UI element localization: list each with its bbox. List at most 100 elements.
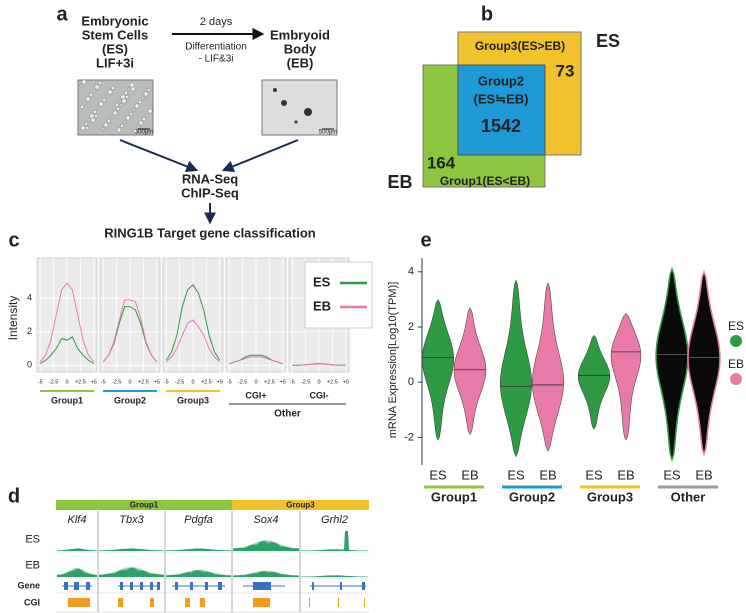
exon: [140, 582, 143, 590]
track-label: EB: [25, 559, 40, 571]
signal-track: [233, 539, 299, 551]
venn-overlap: [457, 64, 546, 156]
x-tick-label: +2.5: [201, 379, 212, 385]
gene-name: Grhl2: [321, 514, 348, 526]
y-tick-label: 0: [408, 376, 414, 388]
category-label: EB: [539, 467, 556, 482]
cell: [78, 80, 82, 84]
y-axis-label: mRNA Expression[Log10(TPM)]: [387, 282, 399, 439]
cell: [88, 122, 92, 126]
exon: [205, 582, 208, 590]
facet-label: Group2: [114, 395, 146, 405]
cell: [130, 86, 136, 92]
cell: [94, 114, 98, 118]
cell: [129, 82, 135, 88]
cell: [103, 122, 109, 128]
exon: [157, 582, 160, 590]
cell: [143, 91, 149, 97]
cell: [128, 91, 132, 95]
gene-name: Sox4: [253, 514, 278, 526]
cell: [98, 81, 102, 85]
x-tick-label: +5: [154, 379, 160, 385]
group-header-label: Group3: [286, 501, 315, 510]
cell: [125, 95, 129, 99]
x-tick-label: 0: [317, 379, 320, 385]
cell: [138, 120, 144, 126]
cgi: [338, 598, 339, 607]
category-label: EB: [695, 467, 712, 482]
cell: [98, 101, 104, 107]
eb-title: (EB): [287, 55, 314, 70]
x-tick-label: +5: [343, 379, 349, 385]
cell: [145, 113, 149, 117]
x-tick-label: +2.5: [327, 379, 338, 385]
x-tick-label: +2.5: [75, 379, 86, 385]
profile-line: [39, 282, 95, 363]
x-tick-label: -2.5: [238, 379, 247, 385]
violin: [577, 334, 611, 430]
cgi: [185, 598, 190, 607]
panel-label: c: [8, 229, 19, 251]
facet-label: CGI-: [310, 390, 329, 400]
legend-box: [304, 261, 373, 329]
cell: [102, 98, 106, 102]
cell: [93, 110, 97, 114]
duration: 2 days: [200, 16, 233, 28]
x-tick-label: +2.5: [138, 379, 149, 385]
exon: [86, 582, 90, 590]
body: [281, 100, 287, 106]
violin: [532, 282, 564, 452]
signal-track: [166, 569, 231, 577]
x-tick-label: +2.5: [264, 379, 275, 385]
body: [273, 88, 277, 92]
group2-name: Group2: [478, 73, 524, 88]
assay: ChIP-Seq: [181, 185, 239, 200]
x-tick-label: -5: [164, 379, 169, 385]
condition: - LIF&3i: [198, 54, 233, 65]
cell: [141, 96, 145, 100]
cell: [111, 86, 115, 90]
cgi: [309, 598, 310, 607]
signal-track: [166, 548, 231, 551]
violin: [500, 279, 532, 458]
body: [304, 108, 312, 116]
group2-count: 1542: [481, 116, 521, 136]
exon: [312, 582, 314, 590]
es-title: LIF+3i: [96, 55, 134, 70]
exon: [259, 582, 271, 590]
cell: [125, 115, 131, 121]
eb-bodies: [273, 88, 312, 124]
gene-name: Tbx3: [119, 514, 144, 526]
cell: [127, 87, 131, 91]
cell: [120, 94, 126, 100]
signal-track: [301, 575, 368, 577]
y-tick-label: -2: [404, 431, 414, 443]
profile-line: [165, 284, 221, 361]
exon: [362, 582, 365, 590]
cell: [138, 100, 142, 104]
profile-line: [39, 336, 95, 365]
cell: [92, 89, 96, 93]
profile-line: [229, 356, 283, 365]
group1-name: Group1(ES<EB): [440, 174, 530, 188]
x-tick-label: 0: [128, 379, 131, 385]
cell: [96, 106, 100, 110]
track-label: Gene: [17, 580, 40, 590]
cell: [124, 91, 128, 95]
exon: [340, 582, 342, 590]
category-label: EB: [617, 467, 634, 482]
y-tick-label: 2: [408, 321, 414, 333]
group-header-label: Group1: [130, 501, 159, 510]
x-tick-label: -5: [290, 379, 295, 385]
es-title: Stem Cells: [82, 27, 148, 42]
cell: [94, 84, 100, 90]
scale-label: 500μm: [319, 130, 337, 136]
cell: [87, 118, 91, 122]
legend-swatch: [730, 373, 742, 385]
cell: [133, 129, 137, 133]
exon: [253, 582, 259, 590]
exon: [120, 582, 123, 590]
cgi: [364, 598, 365, 607]
cgi: [253, 598, 270, 607]
legend-label: ES: [313, 274, 331, 289]
